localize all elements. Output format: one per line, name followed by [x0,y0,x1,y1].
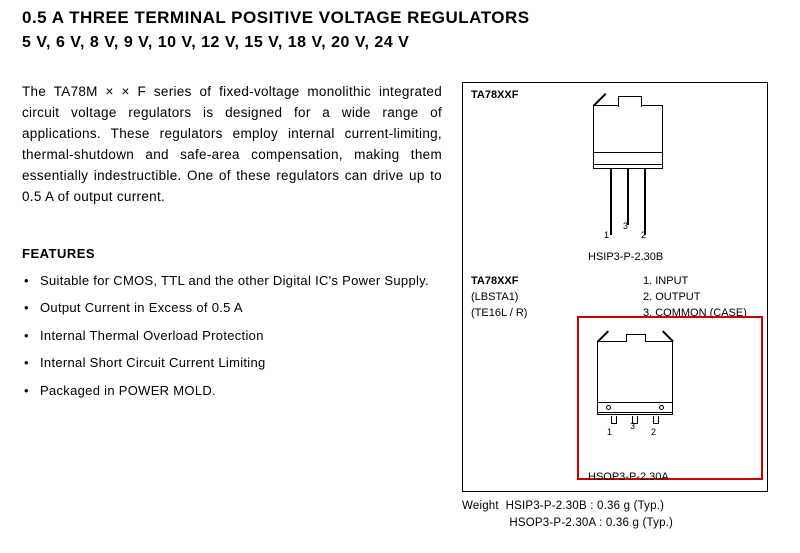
weight-line: HSOP3-P-2.30A : 0.36 g (Typ.) [509,517,673,529]
weight-line: HSIP3-P-2.30B : 0.36 g (Typ.) [506,500,665,512]
page-title: 0.5 A THREE TERMINAL POSITIVE VOLTAGE RE… [22,8,778,28]
package-outline-top: HSIP3-P-2.30B [588,251,663,263]
feature-item: Suitable for CMOS, TTL and the other Dig… [22,271,442,291]
hsop-package-icon: 1 3 2 [597,341,673,415]
pin-number: 1 [604,230,609,240]
pin-legend: 2. OUTPUT [643,291,700,303]
pin-number: 3 [630,421,635,431]
left-column: The TA78M × × F series of fixed-voltage … [22,82,442,533]
pin-legend: 1. INPUT [643,275,688,287]
pin-number: 3 [623,221,628,231]
package-outline-bottom: HSOP3-P-2.30A [588,471,669,483]
pin-number: 2 [651,427,656,437]
right-column: TA78XXF 1 3 2 HSIP3-P-2.30B TA78XXF (LBS… [462,82,768,533]
feature-item: Packaged in POWER MOLD. [22,381,442,401]
pin-number: 1 [607,427,612,437]
pin-number: 2 [641,230,646,240]
feature-item: Internal Thermal Overload Protection [22,326,442,346]
feature-item: Output Current in Excess of 0.5 A [22,298,442,318]
weight-label: Weight [462,500,499,512]
package-diagram-box: TA78XXF 1 3 2 HSIP3-P-2.30B TA78XXF (LBS… [462,82,768,492]
part-number-top: TA78XXF [471,89,518,101]
voltage-list: 5 V, 6 V, 8 V, 9 V, 10 V, 12 V, 15 V, 18… [22,34,778,52]
part-number-bottom: TA78XXF [471,275,518,287]
features-heading: FEATURES [22,246,442,261]
part-marking: (LBSTA1) [471,291,518,303]
hsip-package-icon: 1 3 2 [593,105,663,169]
features-list: Suitable for CMOS, TTL and the other Dig… [22,271,442,401]
feature-item: Internal Short Circuit Current Limiting [22,353,442,373]
weight-spec: Weight HSIP3-P-2.30B : 0.36 g (Typ.) HSO… [462,498,768,533]
part-tape: (TE16L / R) [471,307,527,319]
main-columns: The TA78M × × F series of fixed-voltage … [22,82,778,533]
description-paragraph: The TA78M × × F series of fixed-voltage … [22,82,442,208]
